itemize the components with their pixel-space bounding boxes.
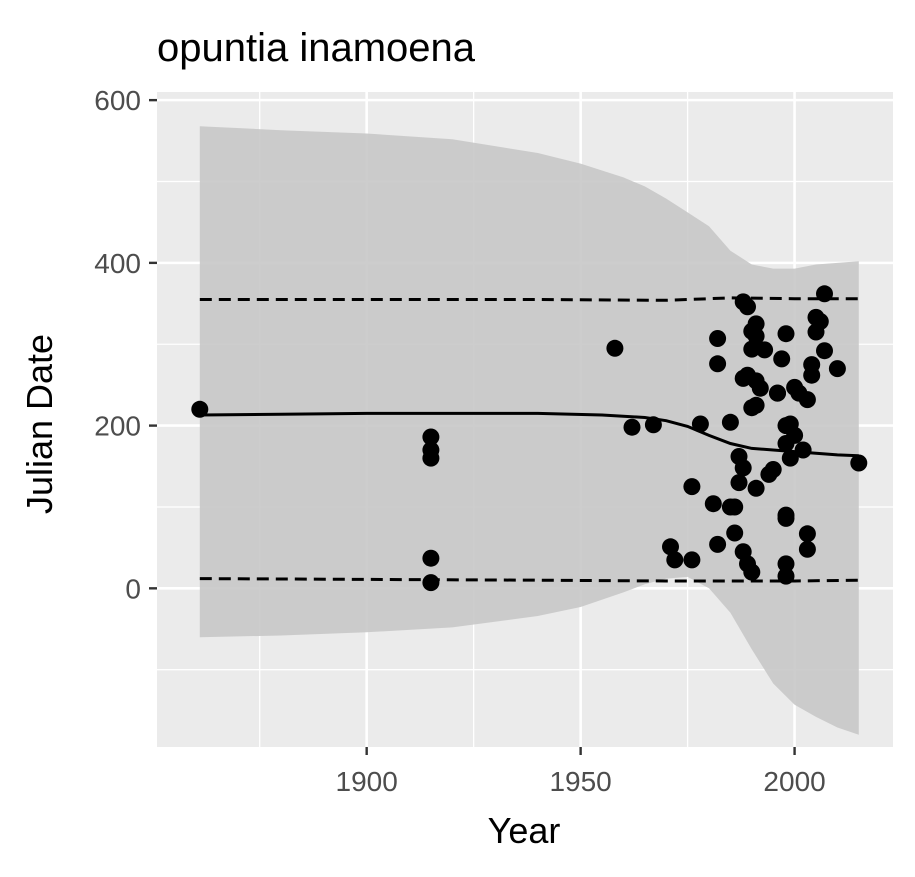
data-point <box>777 325 795 343</box>
data-point <box>751 379 769 397</box>
data-point <box>623 418 641 436</box>
data-point <box>773 350 791 368</box>
data-point <box>191 400 209 418</box>
y-axis-title: Julian Date <box>19 334 60 514</box>
y-tick-label: 600 <box>94 85 141 116</box>
lower-dashed-quantile-line <box>199 577 859 583</box>
data-point <box>816 342 833 360</box>
data-point <box>739 298 756 316</box>
data-point <box>422 549 440 567</box>
y-tick-label: 0 <box>125 573 141 604</box>
data-point <box>747 315 765 333</box>
data-point <box>850 454 868 472</box>
data-point <box>769 384 786 402</box>
data-point <box>794 441 812 459</box>
point-layer <box>191 285 868 592</box>
upper-dashed-quantile-line <box>199 296 859 302</box>
data-point <box>691 415 709 433</box>
data-point <box>777 509 795 527</box>
data-point <box>721 413 739 431</box>
data-point <box>709 355 727 373</box>
data-point <box>816 285 833 303</box>
data-point <box>704 495 722 513</box>
data-point <box>726 524 744 542</box>
data-point <box>730 474 748 492</box>
data-point <box>683 478 701 496</box>
data-point <box>756 341 774 359</box>
x-tick-label: 1950 <box>549 766 611 797</box>
y-axis: 0 200 400 600 <box>94 85 157 604</box>
x-tick-label: 1900 <box>336 766 398 797</box>
data-point <box>747 479 765 497</box>
data-point <box>781 449 799 467</box>
data-point <box>726 498 744 516</box>
chart-title: opuntia inamoena <box>157 26 476 70</box>
data-point <box>422 449 440 467</box>
data-point <box>747 396 765 414</box>
data-point <box>709 330 727 347</box>
data-point <box>666 551 684 569</box>
data-point <box>798 525 816 543</box>
y-tick-label: 400 <box>94 248 141 279</box>
x-axis: 1900 1950 2000 <box>336 747 826 797</box>
data-point <box>803 366 821 384</box>
data-point <box>709 535 727 553</box>
data-point <box>644 416 662 434</box>
data-point <box>422 574 440 592</box>
data-point <box>606 339 624 357</box>
data-point <box>734 459 752 477</box>
data-point <box>764 461 782 478</box>
x-axis-title: Year <box>488 810 561 851</box>
data-point <box>777 555 795 573</box>
confidence-band-layer <box>199 126 859 735</box>
data-point <box>747 327 765 345</box>
x-tick-label: 2000 <box>763 766 825 797</box>
confidence-band <box>199 126 859 735</box>
data-point <box>798 391 816 409</box>
data-point <box>683 551 701 569</box>
data-point <box>743 340 761 358</box>
data-point <box>422 428 440 446</box>
data-point <box>777 567 795 585</box>
data-point <box>828 360 846 378</box>
data-point <box>798 540 816 558</box>
data-point <box>662 538 679 556</box>
data-point <box>786 426 804 444</box>
data-point <box>811 313 829 330</box>
y-tick-label: 200 <box>94 411 141 442</box>
data-point <box>743 563 761 581</box>
